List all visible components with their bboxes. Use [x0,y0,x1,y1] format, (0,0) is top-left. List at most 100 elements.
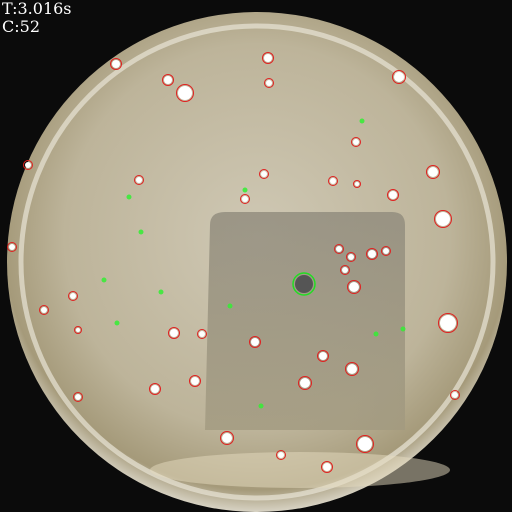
colony-ring [426,165,440,179]
colony-ring [249,336,261,348]
colony [191,377,199,385]
colony-ring [7,242,17,252]
colony-ring [264,78,274,88]
colony-ring [110,58,122,70]
colony [151,385,159,393]
colony-ring [168,327,180,339]
colony-ring [73,392,83,402]
colony [76,328,80,332]
colony [389,191,397,199]
colony-ring [356,435,374,453]
colony-ring [438,313,458,333]
colony [25,162,31,168]
colony [164,76,172,84]
colony [355,182,359,186]
green-colony [138,229,144,235]
green-colony [126,194,132,200]
colony-ring [381,246,391,256]
colony [242,196,248,202]
colony [323,463,331,471]
colony-ring [321,461,333,473]
colony-ring [149,383,161,395]
colony [452,392,458,398]
colony [9,244,15,250]
colony-ring [68,291,78,301]
colony-ring [353,180,361,188]
colony [178,86,192,100]
colony [70,293,76,299]
colony-ring [262,52,274,64]
colony [112,60,120,68]
colony-ring [197,329,207,339]
colony [136,177,142,183]
colony [436,212,450,226]
colony-ring [366,248,378,260]
colony [349,282,359,292]
green-colony [101,277,107,283]
colony [222,433,232,443]
colony [440,315,456,331]
green-colony [400,326,406,332]
green-colony [258,403,264,409]
colony-ring [346,252,356,262]
green-colony [359,118,365,124]
center-marker [292,272,316,296]
colony-ring [276,450,286,460]
colony [353,139,359,145]
colony [330,178,336,184]
colony [251,338,259,346]
colony-ring [334,244,344,254]
glare [150,452,450,488]
colony [264,54,272,62]
colony-ring [317,350,329,362]
count-label: C:52 [2,17,40,36]
colony [383,248,389,254]
colony [347,364,357,374]
colony [368,250,376,258]
colony [336,246,342,252]
time-label: T:3.016s [2,0,72,18]
colony [348,254,354,260]
green-colony [373,331,379,337]
colony-ring [134,175,144,185]
colony [319,352,327,360]
colony-ring [240,194,250,204]
colony-ring [351,137,361,147]
colony [428,167,438,177]
colony-ring [392,70,406,84]
colony-ring [340,265,350,275]
colony-ring [176,84,194,102]
colony [261,171,267,177]
colony [394,72,404,82]
colony-ring [220,431,234,445]
colony [75,394,81,400]
colony-ring [347,280,361,294]
detections [7,52,460,473]
colony-ring [39,305,49,315]
colony [300,378,310,388]
colony-ring [189,375,201,387]
colony-ring [74,326,82,334]
colony [358,437,372,451]
colony [199,331,205,337]
center-spot [295,275,313,293]
colony-ring [23,160,33,170]
colony-ring [328,176,338,186]
colony-ring [345,362,359,376]
colony-ring [162,74,174,86]
colony [342,267,348,273]
colony [41,307,47,313]
colony-ring [259,169,269,179]
colony [278,452,284,458]
dish-rim [18,23,496,501]
colony-ring [434,210,452,228]
green-colony [158,289,164,295]
colony-ring [450,390,460,400]
green-colony [114,320,120,326]
shadow-region [205,212,405,430]
colony [170,329,178,337]
green-colony [242,187,248,193]
colony-ring [387,189,399,201]
colony-ring [298,376,312,390]
